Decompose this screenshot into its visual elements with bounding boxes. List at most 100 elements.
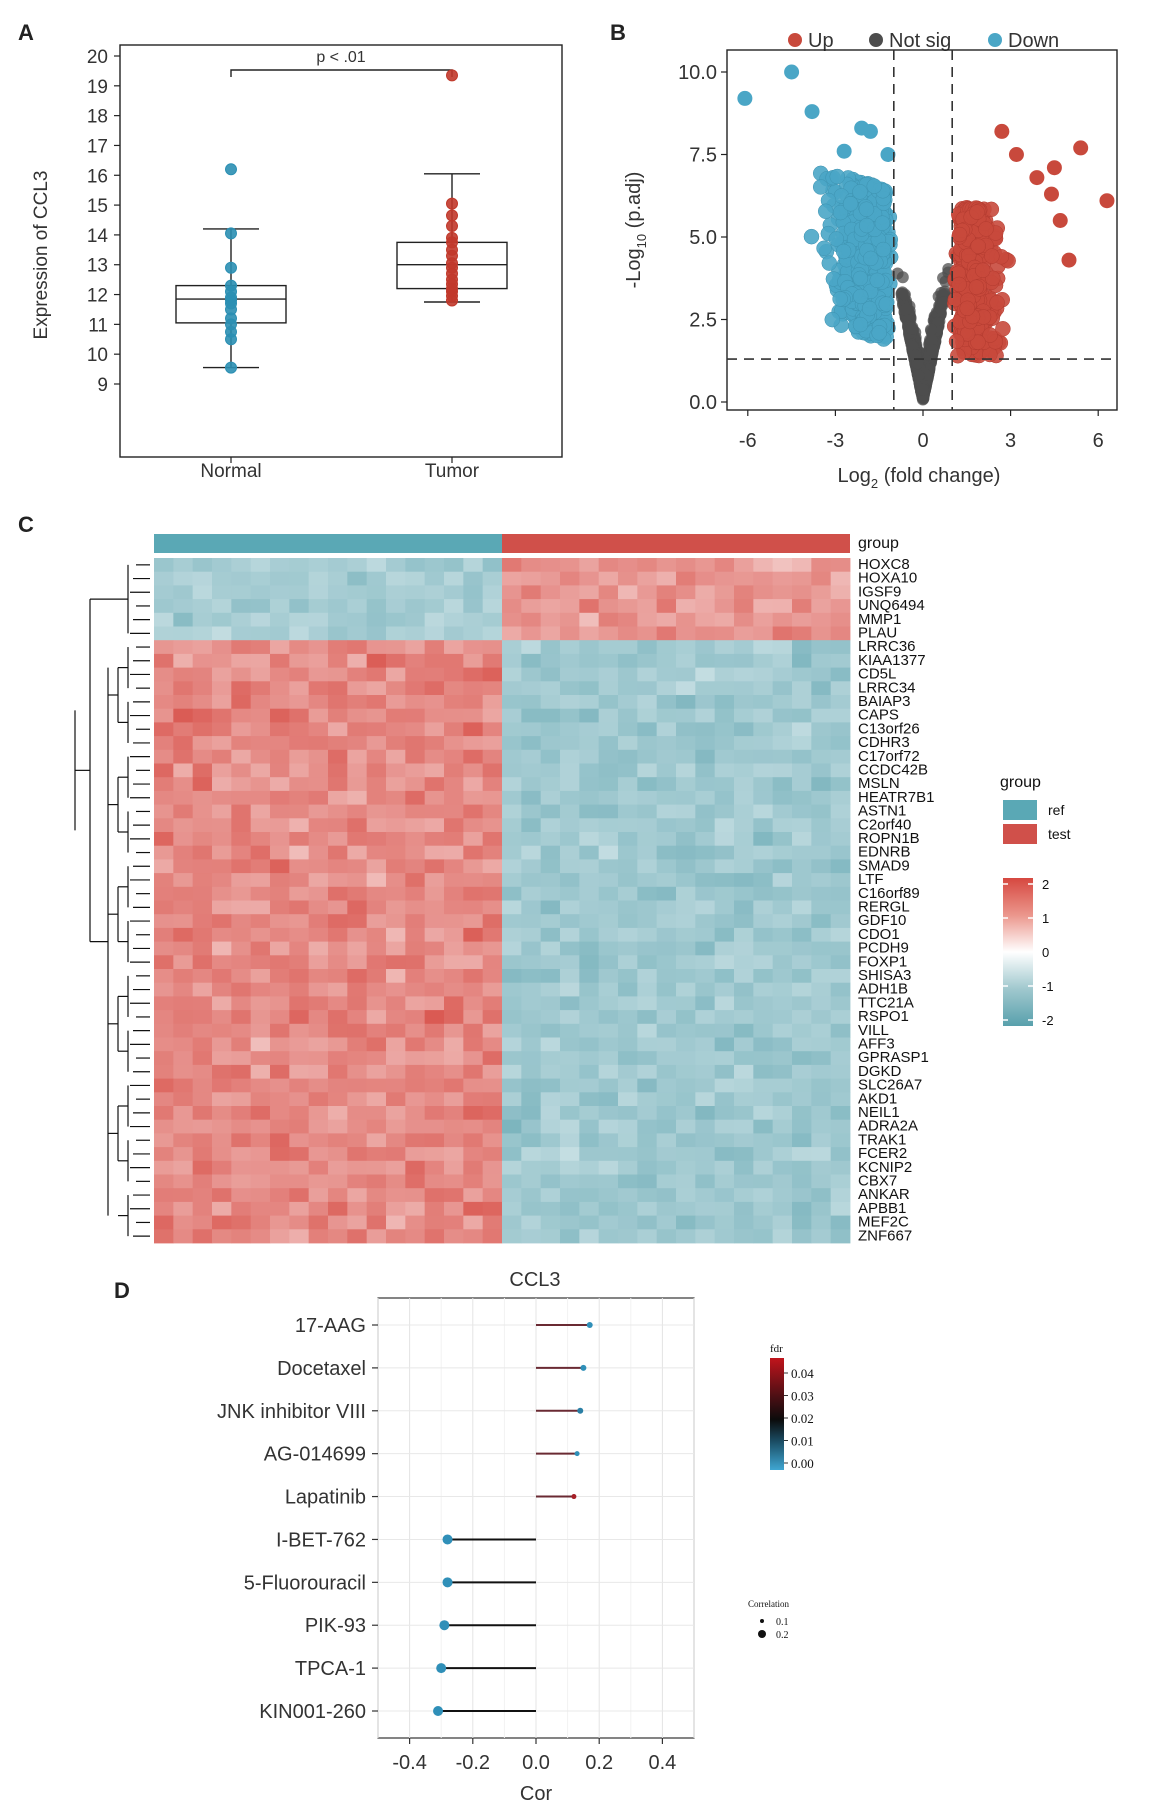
heatmap-cell [792, 653, 812, 668]
heatmap-cell [656, 1201, 677, 1216]
heatmap-cell [212, 969, 232, 984]
heatmap-cell [328, 599, 348, 614]
heatmap-cell [192, 763, 213, 778]
heatmap-cell [250, 653, 271, 668]
heatmap-cell [521, 1037, 542, 1052]
heatmap-cell [792, 599, 812, 614]
heatmap-cell [521, 982, 542, 997]
heatmap-cell [811, 558, 832, 573]
heatmap-cell [308, 996, 329, 1011]
heatmap-cell [444, 722, 464, 737]
heatmap-cell [618, 886, 638, 901]
heatmap-cell [173, 1037, 194, 1052]
heatmap-cell [366, 1023, 387, 1038]
heatmap-cell [618, 640, 638, 655]
gene-label: SMAD9 [858, 857, 910, 874]
heatmap-cell [734, 653, 754, 668]
heatmap-cell [734, 955, 754, 970]
panel-c: C group HOXC8HOXA10IGSF9UNQ6494MMP1PLAUL… [18, 512, 1071, 1244]
heatmap-cell [270, 1106, 290, 1121]
heatmap-cell [212, 804, 232, 819]
heatmap-cell [521, 914, 542, 929]
heatmap-cell [598, 1133, 619, 1148]
heatmap-cell [714, 681, 735, 696]
heatmap-cell [656, 695, 677, 710]
heatmap-cell [212, 1215, 232, 1230]
gene-label: GPRASP1 [858, 1049, 929, 1066]
heatmap-cell [212, 695, 232, 710]
group-bar-ref [154, 534, 502, 553]
heatmap-cell [192, 1201, 213, 1216]
heatmap-cell [714, 653, 735, 668]
heatmap-cell [270, 1133, 290, 1148]
heatmap-cell [618, 914, 638, 929]
data-point [225, 261, 237, 274]
heatmap-cell [154, 722, 174, 737]
heatmap-cell [386, 1037, 406, 1052]
heatmap-cell [154, 653, 174, 668]
heatmap-cell [676, 1229, 696, 1244]
heatmap-cell [154, 1133, 174, 1148]
y-tick-label: 5.0 [689, 227, 717, 249]
heatmap-cell [734, 558, 754, 573]
heatmap-cell [328, 708, 348, 723]
volcano-point-notsig [898, 288, 911, 301]
heatmap-cell [637, 955, 658, 970]
heatmap-cell [560, 626, 580, 641]
heatmap-cell [811, 955, 832, 970]
heatmap-cell [540, 708, 561, 723]
heatmap-cell [792, 804, 812, 819]
heatmap-cell [192, 804, 213, 819]
heatmap-cell [386, 1133, 406, 1148]
heatmap-cell [250, 900, 271, 915]
heatmap-cell [714, 1051, 735, 1066]
gene-label: VILL [858, 1022, 889, 1039]
heatmap-cell [598, 558, 619, 573]
heatmap-cell [637, 763, 658, 778]
heatmap-cell [618, 667, 638, 682]
heatmap-cell [386, 1229, 406, 1244]
heatmap-cell [482, 1201, 503, 1216]
heatmap-cell [792, 1147, 812, 1162]
heatmap-cell [250, 1078, 271, 1093]
heatmap-cell [772, 914, 793, 929]
y-tick-label: 19 [87, 77, 108, 98]
heatmap-cell [424, 1064, 445, 1079]
heatmap-cell [347, 667, 368, 682]
heatmap-cell [424, 612, 445, 627]
heatmap-cell [212, 859, 232, 874]
heatmap-cell [347, 749, 368, 764]
heatmap-cell [270, 1064, 290, 1079]
heatmap-cell [656, 1023, 677, 1038]
heatmap-cell [540, 900, 561, 915]
heatmap-cell [637, 626, 658, 641]
heatmap-cell [521, 695, 542, 710]
heatmap-cell [560, 612, 580, 627]
heatmap-cell [656, 640, 677, 655]
heatmap-cell [811, 790, 832, 805]
group-bar-test [502, 534, 850, 553]
heatmap-cell [250, 832, 271, 847]
heatmap-cell [772, 1188, 793, 1203]
heatmap-cell [618, 790, 638, 805]
heatmap-cell [482, 749, 503, 764]
heatmap-cell [695, 736, 716, 751]
heatmap-cell [424, 1023, 445, 1038]
heatmap-cell [154, 927, 174, 942]
heatmap-cell [540, 667, 561, 682]
heatmap-cell [618, 941, 638, 956]
heatmap-cell [463, 749, 484, 764]
heatmap-cell [463, 1106, 484, 1121]
heatmap-cell [656, 900, 677, 915]
heatmap-cell [347, 612, 368, 627]
heatmap-cell [676, 1119, 696, 1134]
heatmap-cell [405, 969, 426, 984]
heatmap-cell [734, 804, 754, 819]
heatmap-cell [444, 626, 464, 641]
heatmap-cell [444, 818, 464, 833]
heatmap-cell [560, 927, 580, 942]
heatmap-cell [405, 763, 426, 778]
heatmap-cell [540, 1106, 561, 1121]
heatmap-cell [444, 667, 464, 682]
heatmap-cell [386, 845, 406, 860]
